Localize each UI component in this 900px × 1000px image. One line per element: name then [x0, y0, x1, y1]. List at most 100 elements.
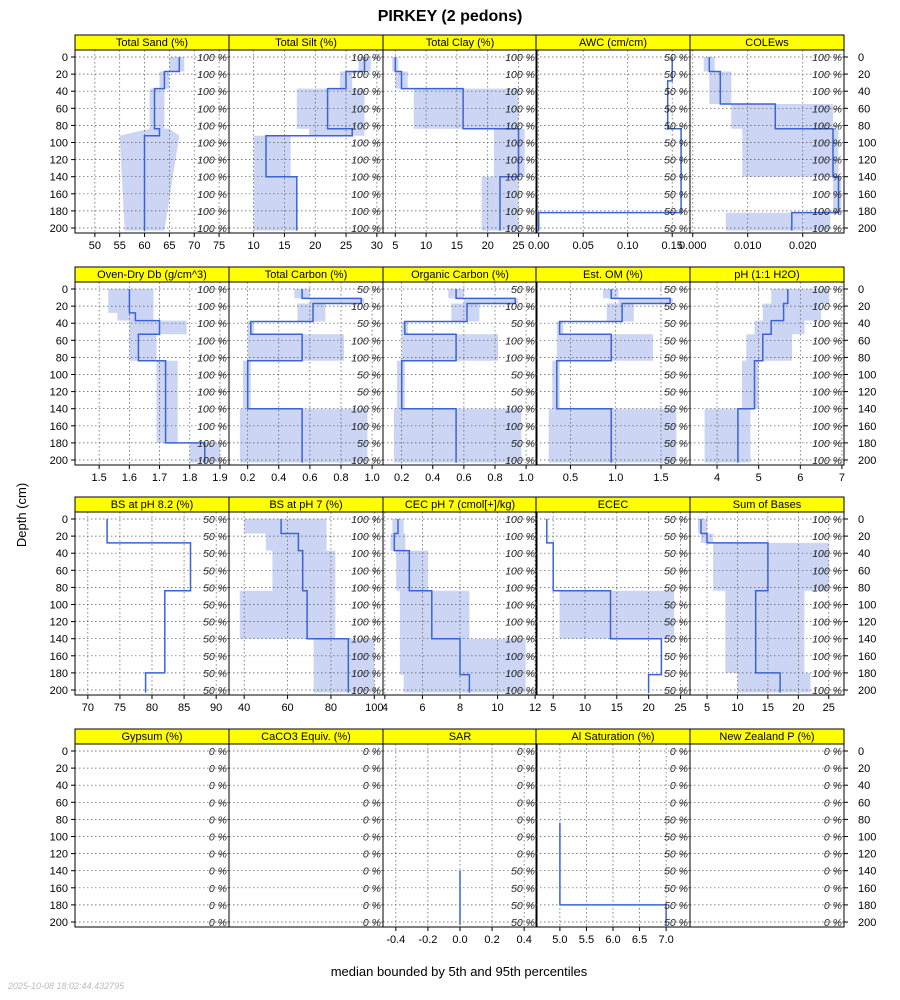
- pct-label: 100 %: [505, 455, 535, 467]
- pct-label: 100 %: [351, 514, 381, 526]
- pct-label: 50 %: [357, 438, 381, 450]
- y-tick-label: 180: [858, 668, 876, 680]
- pct-label: 100 %: [351, 138, 381, 150]
- pct-label: 50 %: [664, 206, 688, 218]
- panel-1-2: Organic Carbon (%)50 %100 %50 %100 %100 …: [382, 266, 538, 484]
- pct-label: 100 %: [812, 318, 842, 330]
- pct-label: 0 %: [363, 900, 381, 912]
- median-line: [546, 519, 663, 693]
- x-tick-label: 40: [238, 702, 250, 714]
- y-tick-label: 180: [858, 438, 876, 450]
- x-tick-label: 0.2: [484, 934, 499, 946]
- y-tick-label: 20: [56, 531, 68, 543]
- y-tick-label: 0: [858, 284, 864, 296]
- pct-label: 50 %: [664, 883, 688, 895]
- y-tick-label: 140: [50, 634, 68, 646]
- x-tick-label: 10: [248, 240, 260, 252]
- pct-label: 0 %: [363, 746, 381, 758]
- percentile-band: [119, 57, 185, 231]
- x-axis-caption: median bounded by 5th and 95th percentil…: [331, 964, 588, 979]
- pct-label: 100 %: [812, 370, 842, 382]
- x-tick-label: 0.10: [617, 240, 638, 252]
- x-tick-label: 50: [89, 240, 101, 252]
- y-tick-label: 180: [858, 900, 876, 912]
- pct-label: 100 %: [351, 634, 381, 646]
- pct-label: 50 %: [664, 531, 688, 543]
- y-tick-label: 160: [50, 421, 68, 433]
- y-tick-label: 160: [50, 189, 68, 201]
- panel-2-2: CEC pH 7 (cmol[+]/kg) 100 % 100 % 100 % 100 …: [382, 496, 541, 714]
- panel-1-0: Oven-Dry Db (g/cm^3) 100 % 100 % 100 % 100 %…: [74, 266, 230, 484]
- y-tick-label: 100: [858, 600, 876, 612]
- pct-label: 100 %: [505, 668, 535, 680]
- y-tick-label: 80: [858, 814, 870, 826]
- panel-frame: [382, 281, 538, 466]
- pct-label: 50 %: [664, 917, 688, 929]
- pct-label: 100 %: [812, 335, 842, 347]
- pct-label: 100 %: [505, 301, 535, 313]
- pct-label: 0 %: [209, 900, 227, 912]
- pct-label: 50 %: [664, 352, 688, 364]
- pct-label: 0 %: [517, 763, 535, 775]
- pct-label: 100 %: [351, 335, 381, 347]
- pct-label: 50 %: [664, 172, 688, 184]
- pct-label: 100 %: [351, 531, 381, 543]
- percentile-band: [253, 57, 371, 231]
- y-tick-label: 140: [858, 866, 876, 878]
- x-tick-label: 1.5: [653, 472, 668, 484]
- pct-label: 100 %: [197, 138, 227, 150]
- percentile-band: [697, 519, 829, 693]
- y-tick-label: 20: [56, 69, 68, 81]
- y-tick-label: 160: [858, 883, 876, 895]
- pct-label: 100 %: [505, 223, 535, 235]
- pct-label: 100 %: [351, 120, 381, 132]
- panel-title: pH (1:1 H2O): [734, 269, 799, 281]
- x-tick-label: 55: [114, 240, 126, 252]
- median-line: [246, 289, 362, 463]
- panel-0-0: Total Sand (%) 100 % 100 % 100 % 100 % 100 % 1…: [74, 34, 230, 252]
- pct-label: 50 %: [203, 668, 227, 680]
- pct-label: 100 %: [505, 617, 535, 629]
- pct-label: 50 %: [664, 301, 688, 313]
- y-tick-label: 160: [50, 651, 68, 663]
- pct-label: 0 %: [670, 746, 688, 758]
- pct-label: 0 %: [824, 746, 842, 758]
- y-tick-label: 200: [50, 223, 68, 235]
- pct-label: 100 %: [812, 582, 842, 594]
- median-line: [400, 289, 516, 463]
- y-tick-label: 40: [56, 318, 68, 330]
- pct-label: 0 %: [209, 746, 227, 758]
- pct-label: 100 %: [197, 172, 227, 184]
- pct-label: 100 %: [812, 138, 842, 150]
- pct-label: 50 %: [664, 548, 688, 560]
- pct-label: 100 %: [197, 103, 227, 115]
- pct-label: 100 %: [505, 531, 535, 543]
- pct-label: 100 %: [351, 52, 381, 64]
- panel-2-4: Sum of Bases 100 % 100 % 100 % 100 % 100 % 100…: [689, 496, 845, 714]
- x-tick-label: 7: [839, 472, 845, 484]
- pct-label: 50 %: [664, 582, 688, 594]
- pct-label: 100 %: [505, 69, 535, 81]
- pct-label: 0 %: [824, 900, 842, 912]
- pct-label: 50 %: [511, 370, 535, 382]
- x-tick-label: 0.020: [789, 240, 817, 252]
- pct-label: 50 %: [357, 370, 381, 382]
- y-tick-label: 40: [56, 548, 68, 560]
- y-tick-label: 20: [858, 763, 870, 775]
- panel-title: ECEC: [598, 499, 629, 511]
- pct-label: 50 %: [664, 600, 688, 612]
- median-line: [265, 57, 366, 231]
- x-tick-label: 20: [482, 240, 494, 252]
- median-line: [737, 289, 789, 463]
- pct-label: 100 %: [351, 223, 381, 235]
- y-tick-label: 180: [50, 668, 68, 680]
- panel-3-0: Gypsum (%) 0 % 0 % 0 % 0 % 0 % 0 % 0 % 0 % 0 % 0 %…: [74, 728, 230, 929]
- pct-label: 100 %: [351, 582, 381, 594]
- pct-label: 100 %: [197, 318, 227, 330]
- pct-label: 50 %: [664, 86, 688, 98]
- pct-label: 50 %: [664, 651, 688, 663]
- y-tick-label: 80: [858, 582, 870, 594]
- pct-label: 100 %: [505, 565, 535, 577]
- x-tick-label: 0.4: [271, 472, 286, 484]
- x-tick-label: 25: [823, 702, 835, 714]
